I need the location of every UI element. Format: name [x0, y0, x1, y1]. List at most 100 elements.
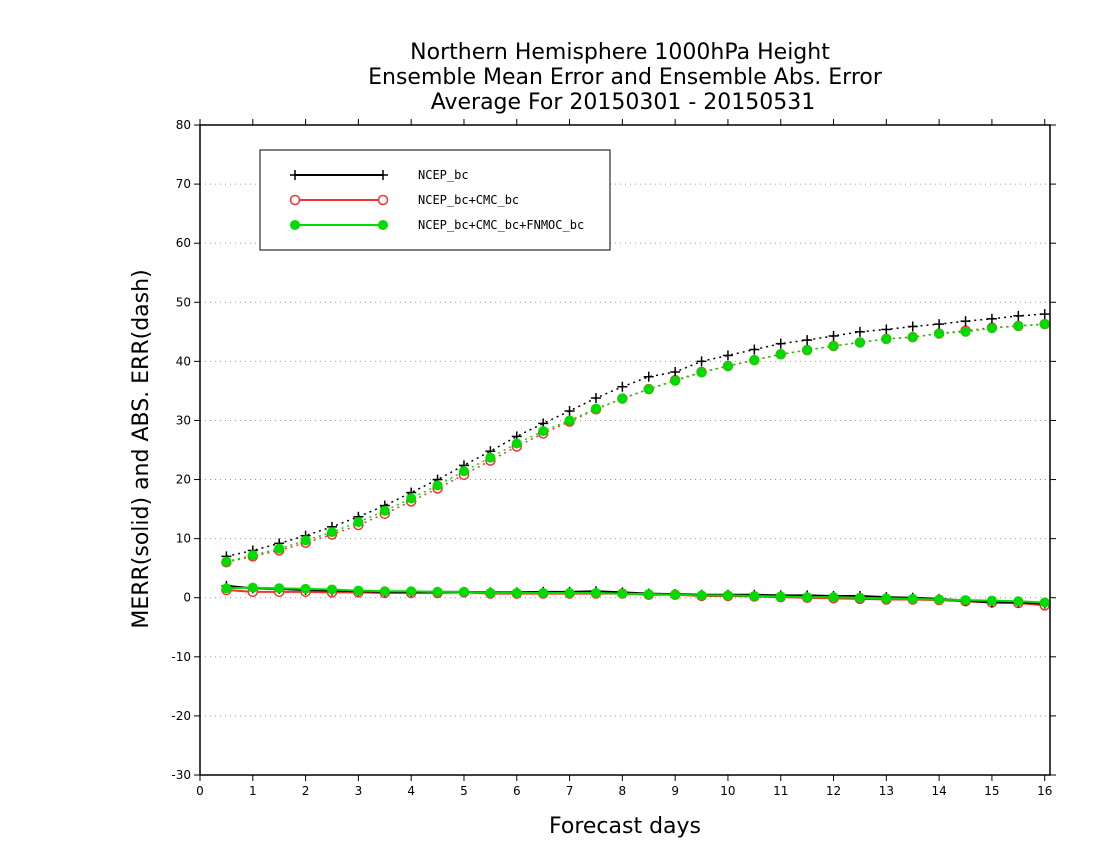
abs-err-point	[643, 384, 654, 395]
merr-point	[828, 592, 839, 603]
abs-err-point	[1039, 309, 1050, 320]
x-tick-label: 7	[566, 784, 574, 798]
abs-err-point	[274, 543, 285, 554]
x-tick-label: 14	[931, 784, 946, 798]
legend-label: NCEP_bc+CMC_bc	[418, 193, 519, 207]
abs-err-point	[907, 321, 918, 332]
merr-point	[564, 588, 575, 598]
abs-err-point	[247, 550, 258, 561]
abs-err-point	[300, 535, 311, 546]
abs-err-point	[379, 505, 390, 516]
legend-marker-end	[377, 194, 389, 206]
legend-label: NCEP_bc+CMC_bc+FNMOC_bc	[418, 218, 584, 232]
abs-err-point	[775, 349, 786, 360]
abs-err-point	[986, 313, 997, 324]
merr-point	[722, 590, 733, 601]
series-ncep-bc-cmc-bc	[221, 318, 1050, 611]
merr-point	[432, 586, 443, 597]
abs-err-point	[960, 316, 971, 327]
x-axis-label: Forecast days	[549, 814, 701, 839]
x-tick-label: 2	[302, 784, 310, 798]
x-tick-label: 12	[826, 784, 841, 798]
x-tick-label: 15	[984, 784, 999, 798]
merr-point	[1039, 597, 1050, 608]
merr-point	[696, 590, 707, 601]
legend-item: NCEP_bc	[290, 168, 469, 182]
merr-point	[907, 593, 918, 604]
y-axis: -30 -20 -10 0 10 20 30 40 50 60 70 80	[171, 118, 1056, 782]
y-tick-label: 60	[176, 236, 191, 250]
y-tick-label: 40	[176, 354, 191, 368]
title-line-1: Northern Hemisphere 1000hPa Height	[410, 40, 830, 65]
merr-point	[485, 588, 496, 598]
abs-err-point	[511, 438, 522, 449]
abs-err-point	[564, 406, 575, 416]
abs-err-point	[960, 326, 971, 337]
abs-err-point	[749, 355, 760, 366]
merr-point	[511, 588, 522, 598]
merr-point	[775, 591, 786, 602]
merr-point	[1013, 596, 1024, 607]
legend-marker-start	[290, 220, 300, 230]
abs-err-point	[485, 452, 496, 463]
x-tick-label: 11	[773, 784, 788, 798]
plot-frame	[199, 124, 1051, 776]
abs-err-point	[617, 381, 628, 392]
abs-err-point	[722, 350, 733, 361]
merr-point	[406, 586, 417, 597]
merr-point	[379, 586, 390, 597]
title-line-3: Average For 20150301 - 20150531	[431, 90, 816, 115]
x-tick-label: 6	[513, 784, 521, 798]
merr-point	[538, 588, 549, 598]
x-tick-label: 9	[671, 784, 679, 798]
chart-title: Northern Hemisphere 1000hPa Height Ensem…	[368, 40, 883, 115]
abs-err-line	[226, 323, 1045, 564]
abs-err-point	[564, 415, 575, 426]
x-tick-label: 0	[196, 784, 204, 798]
abs-err-point	[670, 375, 681, 386]
merr-point	[274, 583, 285, 594]
abs-err-point	[749, 344, 760, 355]
abs-err-point	[802, 345, 813, 356]
merr-point	[749, 590, 760, 601]
abs-err-point	[1013, 320, 1024, 331]
x-tick-label: 8	[619, 784, 627, 798]
x-tick-label: 5	[460, 784, 468, 798]
x-tick-label: 3	[355, 784, 363, 798]
x-tick-label: 16	[1037, 784, 1052, 798]
abs-err-point	[934, 319, 945, 330]
abs-err-point	[221, 556, 232, 567]
abs-err-point	[881, 333, 892, 344]
merr-point	[854, 592, 865, 603]
abs-err-point	[353, 517, 364, 528]
y-tick-label: -20	[171, 709, 191, 723]
abs-err-point	[828, 330, 839, 341]
legend-marker-end	[378, 220, 388, 230]
abs-err-line	[226, 313, 1045, 558]
legend-marker-start	[290, 170, 300, 180]
abs-err-point	[722, 361, 733, 372]
abs-err-point	[881, 324, 892, 335]
x-tick-label: 10	[720, 784, 735, 798]
abs-err-point	[802, 335, 813, 346]
title-line-2: Ensemble Mean Error and Ensemble Abs. Er…	[368, 65, 883, 90]
series-ncep-bc	[221, 309, 1050, 609]
legend-item: NCEP_bc+CMC_bc	[289, 193, 519, 207]
legend: NCEP_bc NCEP_bc+CMC_bc NCEP_bc+CMC_bc+FNMO…	[259, 149, 611, 251]
abs-err-point	[617, 393, 628, 404]
y-tick-label: -30	[171, 768, 191, 782]
x-axis: 0 1 2 3 4 5 6 7 8 9 10 11 12 13 14 15 16	[196, 119, 1052, 798]
y-tick-label: 80	[176, 118, 191, 132]
merr-point	[247, 582, 258, 593]
abs-err-point	[406, 493, 417, 504]
abs-err-point	[538, 426, 549, 437]
merr-point	[960, 595, 971, 606]
y-tick-label: 50	[176, 295, 191, 309]
legend-item: NCEP_bc+CMC_bc+FNMOC_bc	[290, 218, 584, 232]
x-tick-label: 1	[249, 784, 257, 798]
series-ncep-bc-cmc-bc-fnmoc-bc	[221, 319, 1050, 608]
abs-err-point	[828, 341, 839, 351]
abs-err-point	[326, 527, 337, 538]
y-axis-label: MERR(solid) and ABS. ERR(dash)	[129, 269, 154, 628]
